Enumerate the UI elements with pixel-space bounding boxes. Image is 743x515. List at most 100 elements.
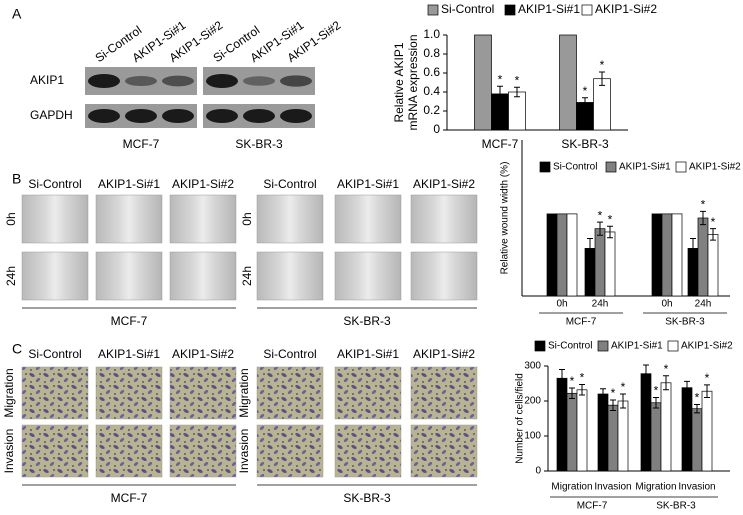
significance-label: * [498, 72, 503, 86]
group-label: SK-BR-3 [656, 501, 696, 512]
row-label: 24h [4, 266, 18, 286]
bar [660, 382, 672, 472]
y-tick-label: 1.0 [423, 27, 440, 41]
error-bar [559, 369, 565, 388]
x-tick-label: MCF-7 [482, 137, 519, 151]
legend-swatch [427, 4, 439, 16]
bar [594, 228, 606, 297]
legend-label: AKIP1-Si#1 [518, 2, 580, 16]
legend-swatch [675, 161, 687, 173]
column-header: AKIP1-Si#2 [413, 177, 475, 191]
error-bar [690, 238, 696, 259]
error-bar [653, 397, 659, 409]
legend-swatch [539, 161, 551, 173]
panel-label: C [12, 341, 22, 357]
blot-band [206, 109, 238, 123]
y-tick-label: 300 [524, 361, 541, 372]
legend-swatch [504, 4, 516, 16]
row-label: 0h [240, 212, 254, 225]
x-tick-label: 24h [592, 299, 609, 310]
bar [546, 213, 558, 297]
x-tick-label: 24h [695, 299, 712, 310]
micrograph [410, 251, 478, 301]
bar [697, 217, 709, 297]
error-bar [514, 86, 520, 98]
column-header: AKIP1-Si#1 [98, 177, 160, 191]
blot-band [243, 109, 275, 123]
y-tick-label: 0.6 [423, 65, 440, 79]
panel-label: B [12, 171, 21, 187]
error-bar [663, 375, 669, 391]
significance-label: * [701, 198, 706, 212]
legend-swatch [581, 4, 593, 16]
group-label: MCF-7 [577, 501, 608, 512]
column-header: AKIP1-Si#1 [98, 347, 160, 361]
blot-row-label: AKIP1 [30, 73, 64, 87]
bar [474, 34, 492, 131]
bar [651, 213, 663, 297]
error-bar [587, 238, 593, 259]
blot-band [88, 109, 120, 123]
micrograph [169, 194, 237, 244]
column-header: AKIP1-Si#2 [172, 347, 234, 361]
bar [707, 234, 719, 297]
legend-label: AKIP1-Si#1 [619, 162, 671, 173]
group-label: MCF-7 [566, 317, 597, 328]
legend-swatch [605, 161, 617, 173]
column-header: Si-Control [263, 177, 316, 191]
error-bar [610, 399, 616, 411]
bar [671, 213, 683, 297]
bar [661, 213, 673, 297]
micrograph [334, 366, 402, 420]
blot-band [280, 109, 312, 123]
error-bar [597, 221, 603, 236]
x-tick-label: Invasion [678, 482, 715, 493]
blot-band [88, 74, 120, 88]
y-tick-label: 0.2 [423, 103, 440, 117]
bar [508, 91, 526, 131]
error-bar [582, 97, 588, 108]
micrograph [95, 424, 163, 478]
blot-row-label: GAPDH [30, 108, 73, 122]
bar [556, 213, 568, 297]
blot-band [206, 74, 238, 88]
y-tick-label: 0.8 [423, 46, 440, 60]
blot-band [162, 109, 194, 123]
error-bar [607, 225, 613, 239]
bar [597, 393, 609, 472]
legend-label: AKIP1-Si#2 [681, 341, 733, 352]
column-header: AKIP1-Si#1 [337, 177, 399, 191]
micrograph [95, 251, 163, 301]
blot-band [162, 75, 194, 87]
micrograph [256, 424, 324, 478]
legend-swatch [534, 340, 546, 352]
micrograph [256, 194, 324, 244]
x-tick-label: 0h [661, 299, 672, 310]
significance-label: * [570, 374, 575, 388]
blot-band [125, 75, 157, 87]
cell-line-label: SK-BR-3 [343, 491, 391, 505]
bar [566, 213, 578, 297]
error-bar [643, 364, 649, 383]
row-label: Migration [237, 368, 251, 417]
significance-label: * [583, 84, 588, 98]
error-bar [694, 404, 700, 414]
x-tick-label: Invasion [594, 482, 631, 493]
error-bar [684, 380, 690, 395]
legend-swatch [667, 340, 679, 352]
bar [566, 392, 578, 472]
bar [640, 373, 652, 472]
micrograph [410, 366, 478, 420]
significance-label: * [664, 362, 669, 376]
error-bar [600, 388, 606, 400]
y-tick-label: 0.4 [423, 84, 440, 98]
micrograph [410, 194, 478, 244]
significance-label: * [580, 371, 585, 385]
y-axis-label: Relative wound width (%) [500, 162, 511, 275]
blot-band [125, 109, 157, 123]
error-bar [579, 384, 585, 396]
micrograph [95, 366, 163, 420]
micrograph [410, 424, 478, 478]
significance-label: * [515, 73, 520, 87]
micrograph [21, 194, 89, 244]
